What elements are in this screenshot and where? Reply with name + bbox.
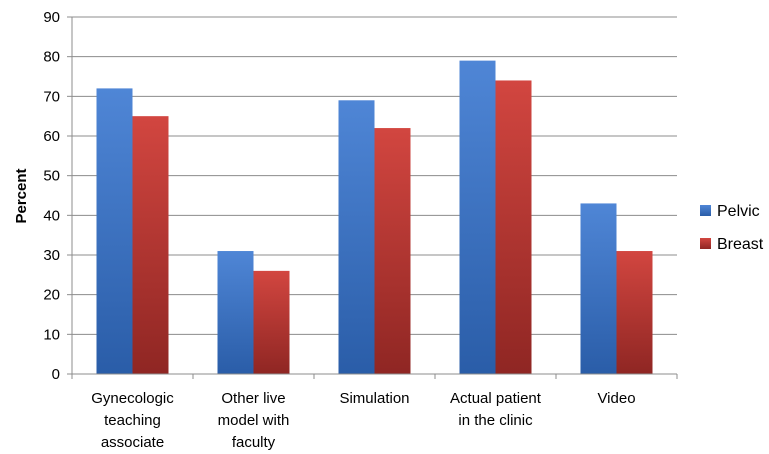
y-axis-label: Percent [13, 168, 30, 223]
bar-pelvic-2 [338, 100, 375, 375]
bar-pelvic-4 [580, 203, 617, 374]
y-tick-label: 40 [43, 207, 60, 224]
x-tick-label: Actual patient [450, 390, 542, 407]
x-axis-ticks: Gynecologic teaching associate Other live mo… [91, 390, 635, 451]
legend: Pelvic Breast [700, 203, 764, 253]
bar-breast-0 [132, 116, 169, 375]
y-tick-label: 30 [43, 247, 60, 264]
y-tick-label: 20 [43, 287, 60, 304]
bar-pelvic-3 [459, 60, 496, 375]
legend-label-pelvic: Pelvic [717, 203, 760, 220]
x-tick-label: Simulation [339, 390, 409, 407]
y-tick-label: 10 [43, 326, 60, 343]
y-tick-label: 50 [43, 168, 60, 185]
bar-breast-3 [495, 80, 532, 374]
x-tick-label: in the clinic [458, 412, 533, 429]
legend-swatch-pelvic [700, 205, 711, 216]
y-tick-label: 90 [43, 9, 60, 26]
bar-breast-4 [616, 251, 653, 374]
bar-breast-2 [374, 128, 411, 374]
legend-swatch-breast [700, 238, 711, 249]
x-tick-label: teaching [104, 412, 161, 429]
legend-label-breast: Breast [717, 236, 764, 253]
y-tick-label: 80 [43, 49, 60, 66]
y-tick-label: 60 [43, 128, 60, 145]
x-tick-label: faculty [232, 434, 276, 451]
bars [96, 60, 653, 375]
x-tick-label: Other live [221, 390, 285, 407]
bar-pelvic-1 [217, 251, 254, 374]
axes [71, 17, 678, 379]
bar-breast-1 [253, 270, 290, 374]
x-tick-label: Video [597, 390, 635, 407]
x-tick-label: model with [218, 412, 290, 429]
x-tick-label: Gynecologic [91, 390, 174, 407]
bar-pelvic-0 [96, 88, 133, 375]
y-tick-label: 0 [52, 366, 60, 383]
y-tick-label: 70 [43, 88, 60, 105]
y-axis-ticks: 0 10 20 30 40 50 60 70 80 90 [43, 9, 72, 383]
x-tick-label: associate [101, 434, 164, 451]
